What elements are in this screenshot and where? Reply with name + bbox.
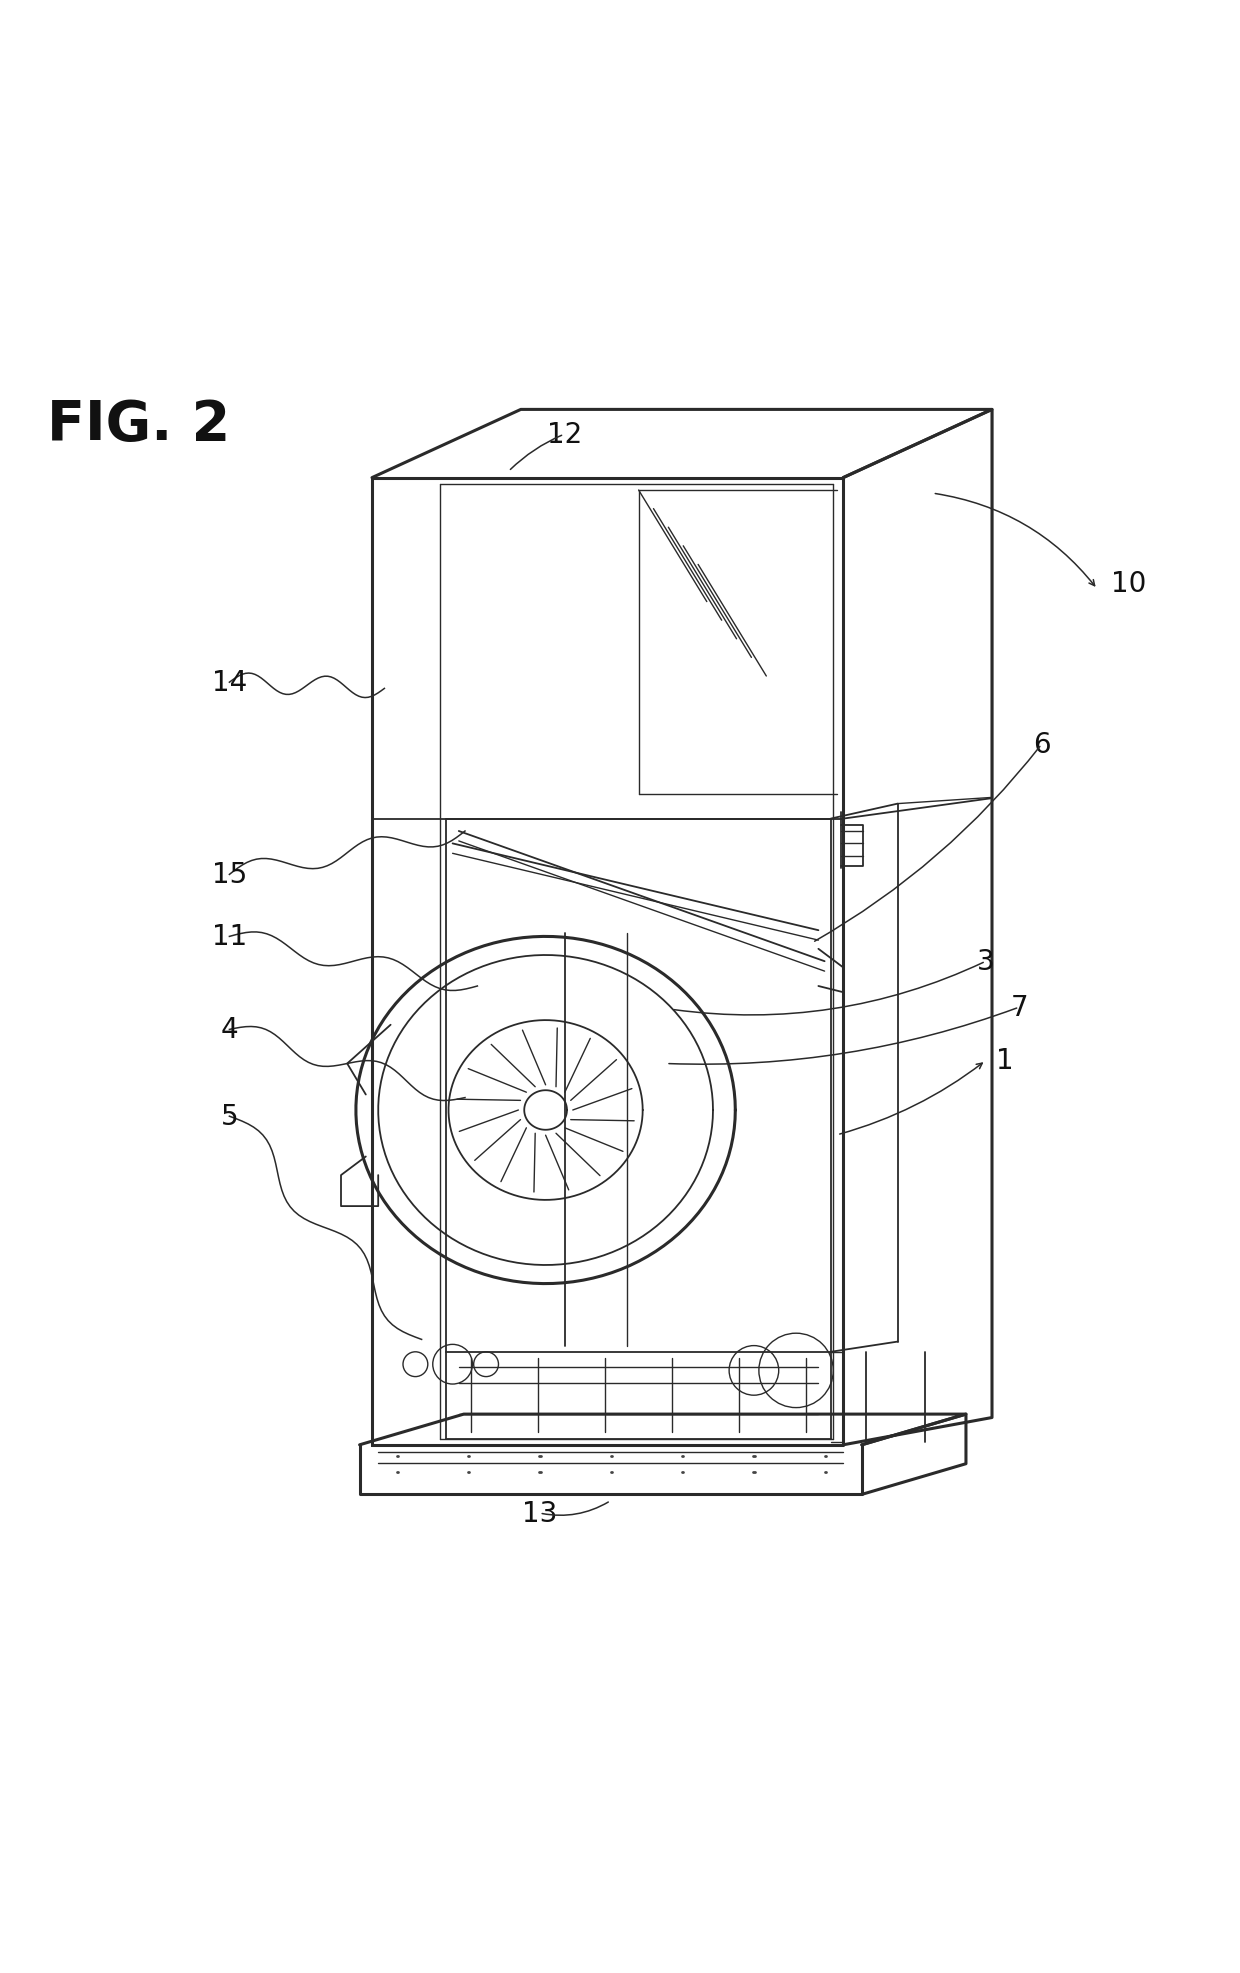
Text: 13: 13 (522, 1499, 557, 1527)
Text: 12: 12 (547, 420, 582, 450)
Text: 15: 15 (212, 860, 247, 890)
Text: 10: 10 (1111, 570, 1146, 598)
Text: 7: 7 (1011, 994, 1028, 1022)
Text: FIG. 2: FIG. 2 (47, 399, 231, 452)
Text: 11: 11 (212, 923, 247, 951)
Text: 3: 3 (977, 947, 994, 977)
Text: 14: 14 (212, 669, 247, 696)
Text: 6: 6 (1033, 730, 1050, 760)
Text: 1: 1 (996, 1048, 1013, 1075)
Text: 5: 5 (221, 1103, 238, 1131)
Text: 4: 4 (221, 1016, 238, 1044)
